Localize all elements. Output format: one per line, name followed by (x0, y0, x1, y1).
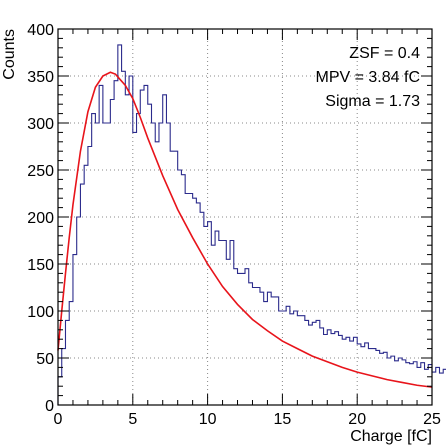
y-tick-label: 100 (27, 304, 54, 321)
axis-ticks (57, 28, 433, 406)
x-tick-label: 20 (348, 411, 366, 428)
x-axis-title: Charge [fC] (350, 428, 432, 445)
y-tick-label: 350 (27, 69, 54, 86)
stats-box: ZSF = 0.4 MPV = 3.84 fC Sigma = 1.73 (316, 45, 421, 110)
y-tick-label: 0 (45, 398, 54, 415)
x-tick-label: 10 (199, 411, 217, 428)
y-tick-label: 150 (27, 257, 54, 274)
y-axis-title: Counts (1, 29, 18, 80)
y-tick-label: 300 (27, 116, 54, 133)
fit-curve (57, 71, 433, 388)
stat-zsf: ZSF = 0.4 (349, 45, 420, 62)
x-tick-label: 25 (423, 411, 441, 428)
stat-sigma: Sigma = 1.73 (325, 93, 420, 110)
x-tick-label: 5 (128, 411, 137, 428)
stat-mpv: MPV = 3.84 fC (316, 69, 421, 86)
histogram-series (57, 44, 446, 405)
x-tick-label: 15 (274, 411, 292, 428)
fit-series (57, 71, 433, 388)
grid (58, 29, 432, 405)
y-tick-label: 200 (27, 210, 54, 227)
y-tick-label: 50 (36, 351, 54, 368)
y-tick-label: 400 (27, 22, 54, 39)
x-tick-label: 0 (54, 411, 63, 428)
histogram-bars (57, 44, 446, 405)
y-tick-label: 250 (27, 163, 54, 180)
